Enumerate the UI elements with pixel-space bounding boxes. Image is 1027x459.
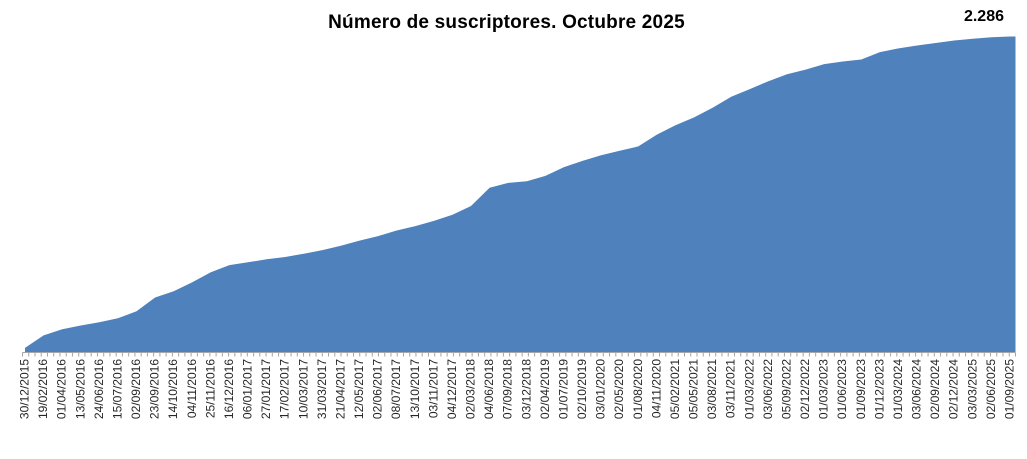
x-axis-label: 31/03/2017 bbox=[315, 359, 329, 419]
x-axis-label: 01/03/2024 bbox=[891, 359, 905, 419]
x-axis-label: 03/12/2018 bbox=[519, 359, 533, 419]
x-axis-label: 01/12/2023 bbox=[872, 359, 886, 419]
x-axis-label: 25/11/2016 bbox=[203, 359, 217, 418]
x-axis-label: 04/11/2016 bbox=[185, 359, 199, 418]
x-axis-label: 01/07/2019 bbox=[557, 359, 571, 419]
final-value-label: 2.286 bbox=[963, 8, 1004, 25]
x-axis-label: 30/12/2015 bbox=[18, 359, 32, 419]
x-axis-label: 21/04/2017 bbox=[333, 359, 347, 419]
x-axis-label: 07/09/2018 bbox=[501, 359, 515, 419]
x-axis-label: 02/10/2019 bbox=[575, 359, 589, 419]
x-axis-label: 10/03/2017 bbox=[296, 359, 310, 419]
x-axis-label: 01/09/2025 bbox=[1003, 359, 1017, 419]
x-axis-label: 02/12/2024 bbox=[947, 359, 961, 419]
x-axis-label: 01/06/2023 bbox=[835, 359, 849, 419]
chart-title: Número de suscriptores. Octubre 2025 bbox=[328, 12, 685, 33]
x-axis-ticks bbox=[22, 352, 1016, 357]
x-axis-label: 03/06/2022 bbox=[761, 359, 775, 419]
x-axis-label: 19/02/2016 bbox=[36, 359, 50, 419]
x-axis-label: 13/10/2017 bbox=[408, 359, 422, 419]
x-axis-label: 02/06/2017 bbox=[371, 359, 385, 419]
x-axis-label: 02/03/2018 bbox=[464, 359, 478, 419]
x-axis-label: 03/11/2017 bbox=[426, 359, 440, 418]
x-axis-label: 05/09/2022 bbox=[780, 359, 794, 419]
area-series bbox=[25, 36, 1016, 352]
x-axis-label: 16/12/2016 bbox=[222, 359, 236, 419]
x-axis-labels: 30/12/2015 19/02/2016 01/04/2016 13/05/2016… bbox=[18, 359, 1017, 419]
x-axis-label: 03/03/2025 bbox=[965, 359, 979, 419]
x-axis-label: 02/12/2022 bbox=[798, 359, 812, 419]
x-axis-label: 24/06/2016 bbox=[92, 359, 106, 419]
x-axis-label: 02/06/2025 bbox=[984, 359, 998, 419]
x-axis-label: 02/09/2024 bbox=[928, 359, 942, 419]
x-axis-label: 02/05/2020 bbox=[612, 359, 626, 419]
x-axis-label: 08/07/2017 bbox=[389, 359, 403, 419]
x-axis-label: 23/09/2016 bbox=[148, 359, 162, 419]
x-axis-label: 02/04/2019 bbox=[538, 359, 552, 419]
x-axis-label: 01/04/2016 bbox=[55, 359, 69, 419]
x-axis-label: 13/05/2016 bbox=[73, 359, 87, 419]
x-axis-label: 03/08/2021 bbox=[705, 359, 719, 419]
x-axis-label: 15/07/2016 bbox=[110, 359, 124, 419]
x-axis-label: 17/02/2017 bbox=[278, 359, 292, 419]
x-axis-label: 06/01/2017 bbox=[241, 359, 255, 419]
x-axis-label: 04/12/2017 bbox=[445, 359, 459, 419]
x-axis-label: 27/01/2017 bbox=[259, 359, 273, 419]
x-axis-label: 12/05/2017 bbox=[352, 359, 366, 419]
x-axis-label: 01/03/2022 bbox=[742, 359, 756, 419]
x-axis-label: 04/06/2018 bbox=[482, 359, 496, 419]
x-axis-label: 05/05/2021 bbox=[687, 359, 701, 419]
x-axis-label: 01/03/2023 bbox=[817, 359, 831, 419]
x-axis-label: 05/02/2021 bbox=[668, 359, 682, 419]
x-axis-label: 03/06/2024 bbox=[910, 359, 924, 419]
x-axis-label: 01/09/2023 bbox=[854, 359, 868, 419]
x-axis-label: 03/01/2020 bbox=[594, 359, 608, 419]
x-axis-label: 04/11/2020 bbox=[649, 359, 663, 418]
x-axis-label: 01/08/2020 bbox=[631, 359, 645, 419]
x-axis-label: 03/11/2021 bbox=[724, 359, 738, 418]
x-axis-label: 02/09/2016 bbox=[129, 359, 143, 419]
x-axis-label: 14/10/2016 bbox=[166, 359, 180, 419]
